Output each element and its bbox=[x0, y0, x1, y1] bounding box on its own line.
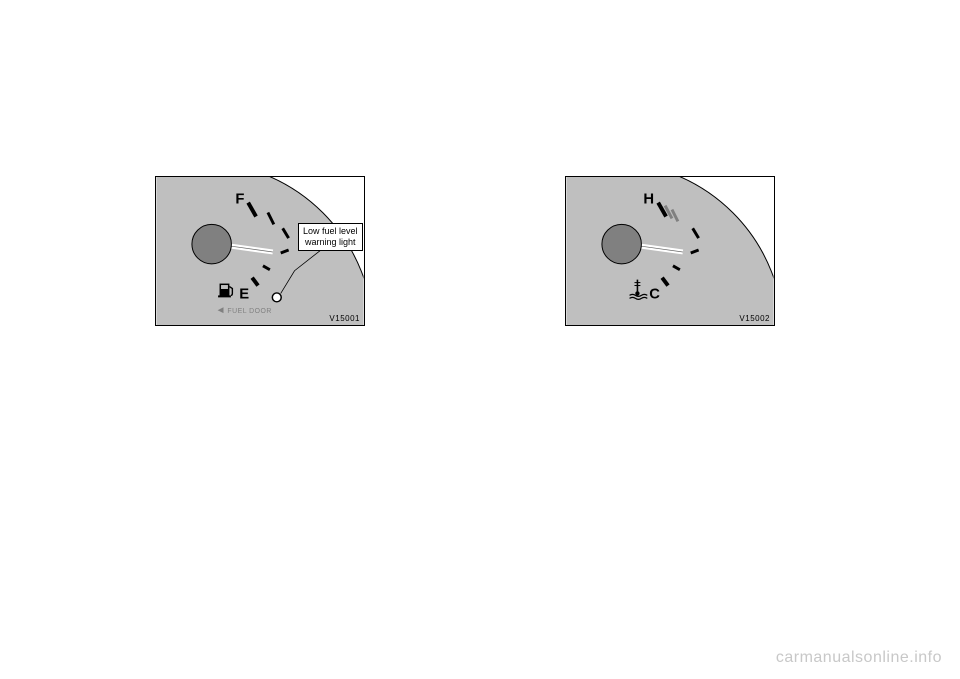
fuel-gauge-svg: F E FUEL DOOR bbox=[156, 177, 364, 325]
figure-id-right: V15002 bbox=[739, 314, 770, 323]
temp-gauge-figure: H C V15002 bbox=[565, 176, 775, 326]
temp-cold-label: C bbox=[649, 286, 660, 302]
fuel-full-label: F bbox=[235, 192, 244, 208]
callout-line2: warning light bbox=[303, 237, 358, 248]
page: F E FUEL DOOR bbox=[0, 0, 960, 679]
fuel-door-label: FUEL DOOR bbox=[227, 308, 271, 315]
fuel-empty-label: E bbox=[239, 286, 249, 302]
callout-line1: Low fuel level bbox=[303, 226, 358, 237]
temp-hot-label: H bbox=[643, 192, 654, 208]
temp-gauge-svg: H C bbox=[566, 177, 774, 325]
figure-id-left: V15001 bbox=[329, 314, 360, 323]
fuel-gauge-hub bbox=[192, 224, 231, 263]
low-fuel-callout: Low fuel level warning light bbox=[298, 223, 363, 251]
fuel-gauge-figure: F E FUEL DOOR bbox=[155, 176, 365, 326]
low-fuel-warning-light-icon bbox=[272, 293, 281, 302]
temp-gauge-hub bbox=[602, 224, 641, 263]
watermark: carmanualsonline.info bbox=[776, 649, 942, 667]
